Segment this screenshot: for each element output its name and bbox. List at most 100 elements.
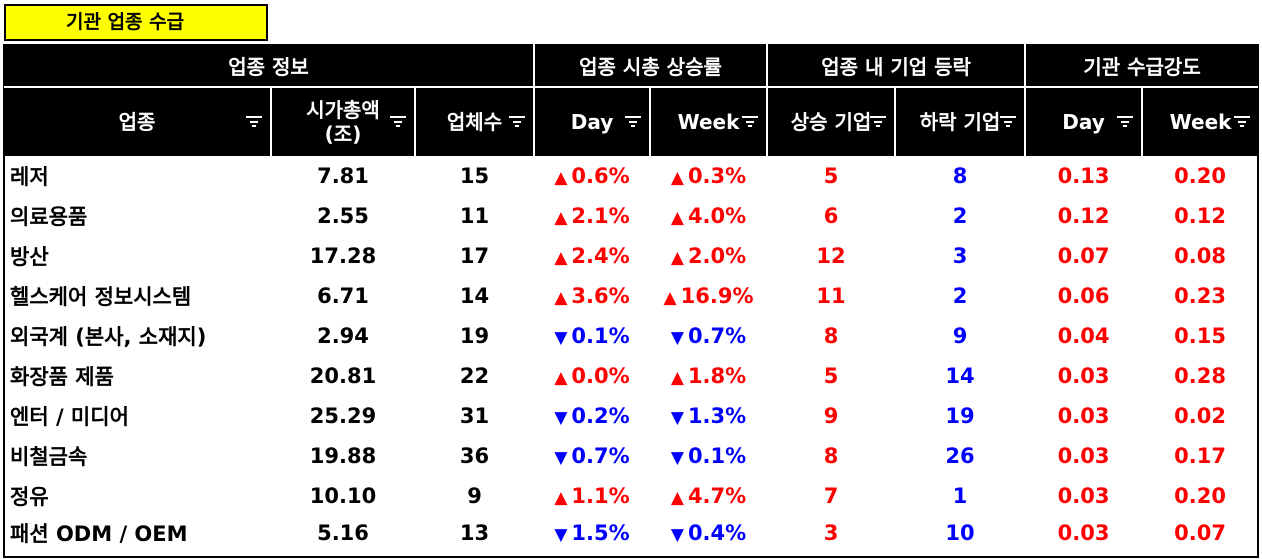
inst-day-cell-value: 0.03 [1057, 444, 1110, 468]
market-cap-cell: 6.71 [271, 276, 415, 316]
cap-week-cell: ▲ 16.9% [650, 276, 767, 316]
down-triangle-icon: ▼ [554, 328, 568, 348]
sector-flow-table: 업종 정보 업종 시총 상승률 업종 내 기업 등락 기관 수급강도 업종 시가총… [4, 44, 1259, 550]
cap-day-cell-value: 3.6% [571, 284, 630, 308]
inst-day-cell: 0.13 [1025, 156, 1142, 196]
falling-count-cell-value: 19 [945, 404, 975, 428]
header-label: 업종 [118, 110, 156, 134]
falling-count-cell-value: 3 [952, 244, 968, 268]
company-count-cell-value: 15 [459, 164, 490, 188]
header-label: 하락 기업 [919, 110, 1001, 134]
cap-day-cell-value: 0.6% [571, 164, 630, 188]
cap-day-cell-value: 0.7% [571, 444, 630, 468]
market-cap-cell: 7.81 [271, 156, 415, 196]
cap-day-cell-value: 2.4% [571, 244, 630, 268]
filter-dropdown-icon[interactable] [742, 114, 759, 128]
col-company-count-header: 업체수 [415, 87, 536, 156]
inst-week-cell-value: 0.02 [1174, 404, 1226, 428]
company-count-cell-value: 17 [459, 244, 490, 268]
inst-week-cell-value: 0.07 [1174, 521, 1226, 545]
inst-week-cell: 0.08 [1142, 236, 1258, 276]
inst-day-cell-value: 0.12 [1057, 204, 1110, 228]
falling-count-cell-value: 26 [945, 444, 975, 468]
inst-day-cell: 0.03 [1025, 436, 1142, 476]
company-count-cell-value: 19 [459, 324, 490, 348]
cap-week-cell: ▼ 0.4% [650, 516, 767, 550]
filter-dropdown-icon[interactable] [509, 114, 526, 128]
inst-week-cell: 0.28 [1142, 356, 1258, 396]
company-count-cell: 14 [415, 276, 534, 316]
filter-dropdown-icon[interactable] [870, 114, 887, 128]
inst-week-cell: 0.07 [1142, 516, 1258, 550]
up-triangle-icon: ▲ [554, 368, 568, 388]
inst-day-cell: 0.03 [1025, 516, 1142, 550]
cap-day-cell: ▼ 1.5% [534, 516, 650, 550]
rising-count-cell-value: 8 [823, 324, 839, 348]
table-row: 의료용품 2.55 11 ▲ 2.1% ▲ 4.0% 6 2 0.12 0.12 [4, 196, 1258, 236]
rising-count-cell: 5 [767, 156, 895, 196]
inst-day-cell: 0.03 [1025, 396, 1142, 436]
header-label: Day [570, 110, 614, 134]
rising-count-cell: 6 [767, 196, 895, 236]
header-label: Day [1062, 110, 1105, 134]
cap-day-cell: ▲ 1.1% [534, 476, 650, 516]
cap-week-cell-value: 4.7% [687, 484, 747, 508]
up-triangle-icon: ▲ [554, 288, 568, 308]
filter-dropdown-icon[interactable] [1000, 114, 1017, 128]
cap-week-cell: ▼ 0.1% [650, 436, 767, 476]
table-row: 방산 17.28 17 ▲ 2.4% ▲ 2.0% 12 3 0.07 0.08 [4, 236, 1258, 276]
filter-dropdown-icon[interactable] [246, 114, 262, 128]
market-cap-cell-value: 2.94 [317, 324, 369, 348]
table-row: 엔터 / 미디어 25.29 31 ▼ 0.2% ▼ 1.3% 9 19 0.03 0.02 [4, 396, 1258, 436]
inst-day-cell: 0.06 [1025, 276, 1142, 316]
falling-count-cell-value: 1 [952, 484, 968, 508]
col-inst-day-header: Day [1025, 87, 1144, 156]
falling-count-cell: 26 [895, 436, 1025, 476]
sheet-title: 기관 업종 수급 [4, 4, 268, 41]
header-label: Week [1169, 110, 1232, 134]
cap-week-cell-value: 16.9% [680, 284, 754, 308]
cap-day-cell-value: 0.2% [571, 404, 630, 428]
up-triangle-icon: ▲ [554, 168, 568, 188]
up-triangle-icon: ▲ [554, 248, 568, 268]
table-row: 화장품 제품 20.81 22 ▲ 0.0% ▲ 1.8% 5 14 0.03 0.28 [4, 356, 1258, 396]
cap-day-cell: ▼ 0.1% [534, 316, 650, 356]
sector-name-cell-value: 패션 ODM / OEM [10, 522, 188, 546]
col-inst-week-header: Week [1142, 87, 1259, 156]
group-header-sector-info: 업종 정보 [4, 44, 536, 88]
table-border-bottom [3, 556, 1259, 558]
inst-day-cell-value: 0.07 [1057, 244, 1110, 268]
cap-week-cell-value: 1.3% [687, 404, 747, 428]
falling-count-cell-value: 14 [945, 364, 975, 388]
sector-name-cell-value: 방산 [10, 245, 49, 269]
inst-week-cell-value: 0.28 [1174, 364, 1226, 388]
table-row: 정유 10.10 9 ▲ 1.1% ▲ 4.7% 7 1 0.03 0.20 [4, 476, 1258, 516]
inst-week-cell-value: 0.20 [1174, 484, 1226, 508]
group-header-company-moves: 업종 내 기업 등락 [767, 44, 1027, 88]
up-triangle-icon: ▲ [554, 208, 568, 228]
filter-dropdown-icon[interactable] [625, 114, 642, 128]
cap-week-cell-value: 4.0% [687, 204, 747, 228]
falling-count-cell: 8 [895, 156, 1025, 196]
sector-name-cell-value: 레저 [10, 165, 49, 189]
company-count-cell-value: 13 [459, 521, 490, 545]
inst-day-cell-value: 0.04 [1057, 324, 1110, 348]
sector-name-cell: 헬스케어 정보시스템 [4, 276, 271, 316]
cap-week-cell: ▲ 2.0% [650, 236, 767, 276]
rising-count-cell: 8 [767, 436, 895, 476]
market-cap-cell-value: 20.81 [309, 364, 377, 388]
up-triangle-icon: ▲ [670, 248, 684, 268]
falling-count-cell: 14 [895, 356, 1025, 396]
filter-dropdown-icon[interactable] [1234, 114, 1251, 128]
filter-dropdown-icon[interactable] [390, 114, 406, 128]
company-count-cell-value: 22 [459, 364, 490, 388]
sector-name-cell: 방산 [4, 236, 271, 276]
inst-week-cell: 0.20 [1142, 476, 1258, 516]
up-triangle-icon: ▲ [554, 488, 568, 508]
company-count-cell: 15 [415, 156, 534, 196]
filter-dropdown-icon[interactable] [1117, 114, 1134, 128]
inst-week-cell-value: 0.12 [1174, 204, 1226, 228]
rising-count-cell: 9 [767, 396, 895, 436]
sector-name-cell: 화장품 제품 [4, 356, 271, 396]
rising-count-cell: 3 [767, 516, 895, 550]
